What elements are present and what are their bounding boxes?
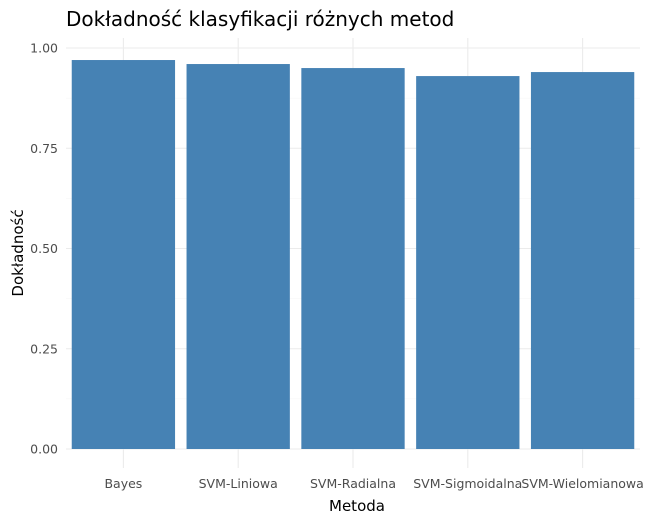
y-axis-title: Dokładność — [9, 209, 27, 296]
bar-svm-radialna — [301, 68, 405, 450]
y-tick-label: 0.75 — [30, 141, 58, 156]
bar-svm-liniowa — [186, 64, 290, 449]
bar-svm-sigmoidalna — [416, 76, 520, 449]
chart-title: Dokładność klasyfikacji różnych metod — [66, 7, 454, 31]
x-tick-label: SVM-Radialna — [310, 476, 396, 491]
bars — [71, 60, 635, 450]
y-tick-label: 1.00 — [30, 41, 58, 56]
y-tick-label: 0.25 — [30, 341, 58, 356]
bar-svm-wielomianowa — [530, 72, 635, 449]
x-tick-labels: Bayes SVM-Liniowa SVM-Radialna SVM-Sigmoida… — [104, 476, 643, 491]
x-axis-title: Metoda — [329, 497, 385, 515]
x-tick-label: SVM-Liniowa — [199, 476, 278, 491]
x-tick-label: SVM-Sigmoidalna — [413, 476, 522, 491]
y-tick-label: 0.50 — [30, 241, 58, 256]
y-tick-labels: 0.00 0.25 0.50 0.75 1.00 — [30, 41, 58, 457]
y-tick-label: 0.00 — [30, 442, 58, 457]
x-tick-label: SVM-Wielomianowa — [521, 476, 643, 491]
bar-bayes — [71, 60, 176, 449]
x-tick-label: Bayes — [104, 476, 142, 491]
